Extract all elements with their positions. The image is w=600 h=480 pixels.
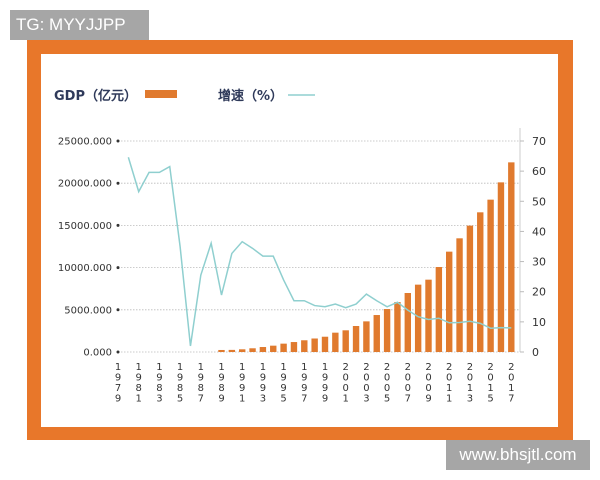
gdp-bar	[228, 349, 236, 352]
gdp-bar	[425, 279, 432, 352]
right-tick-label: 50	[532, 195, 546, 208]
gdp-bar	[446, 251, 453, 352]
left-tick-dot	[116, 350, 120, 354]
gdp-bar	[363, 321, 370, 352]
gdp-bar	[239, 349, 246, 352]
gdp-bar	[414, 284, 422, 352]
left-tick-label: 5000.000	[64, 305, 112, 316]
gdp-bar	[332, 332, 339, 352]
gdp-bar	[394, 302, 401, 352]
gdp-bar	[249, 348, 256, 352]
right-tick-label: 0	[532, 346, 539, 359]
gdp-bar	[487, 199, 494, 352]
right-tick-label: 40	[532, 225, 546, 238]
gdp-bar	[435, 267, 443, 352]
gdp-bar	[342, 330, 349, 352]
gdp-bar	[270, 345, 277, 352]
right-tick-label: 70	[532, 135, 546, 148]
left-tick-label: 25000.000	[58, 137, 112, 148]
gdp-bar	[259, 347, 267, 352]
gdp-bar	[508, 162, 515, 352]
gdp-bar	[497, 182, 505, 352]
right-tick-label: 20	[532, 286, 546, 299]
right-tick-label: 10	[532, 316, 546, 329]
legend-growth-label: 增速（%）	[218, 88, 283, 104]
gdp-bar	[477, 212, 484, 352]
gdp-bar	[466, 225, 474, 352]
left-tick-label: 0.000	[83, 348, 112, 359]
watermark: www.bhsjtl.com	[446, 440, 590, 470]
gdp-bar	[373, 315, 380, 352]
left-tick-label: 20000.000	[58, 179, 112, 190]
left-tick-label: 15000.000	[58, 221, 112, 232]
gdp-bar	[404, 293, 411, 352]
legend-gdp-swatch	[145, 90, 177, 98]
legend-gdp-label: GDP（亿元）	[54, 88, 137, 104]
gdp-bar	[311, 338, 318, 352]
left-tick-label: 10000.000	[58, 263, 112, 274]
growth-line	[127, 157, 512, 347]
left-tick-dot	[116, 266, 120, 270]
legend: GDP（亿元） 增速（%）	[54, 88, 315, 104]
left-tick-dot	[116, 223, 120, 227]
left-tick-dot	[116, 139, 120, 143]
right-tick-label: 60	[532, 165, 546, 178]
left-tick-dot	[116, 308, 120, 312]
gdp-bar	[456, 238, 463, 352]
gdp-bar	[321, 336, 329, 352]
gdp-bar	[352, 326, 360, 352]
source-tag: TG: MYYJJPP	[10, 10, 149, 40]
gdp-bar	[301, 340, 308, 352]
gdp-bar	[290, 342, 298, 352]
gdp-bar	[218, 349, 225, 352]
gdp-bar	[383, 309, 391, 352]
gdp-bar	[280, 343, 287, 352]
left-tick-dot	[116, 181, 120, 185]
right-tick-label: 30	[532, 256, 546, 269]
